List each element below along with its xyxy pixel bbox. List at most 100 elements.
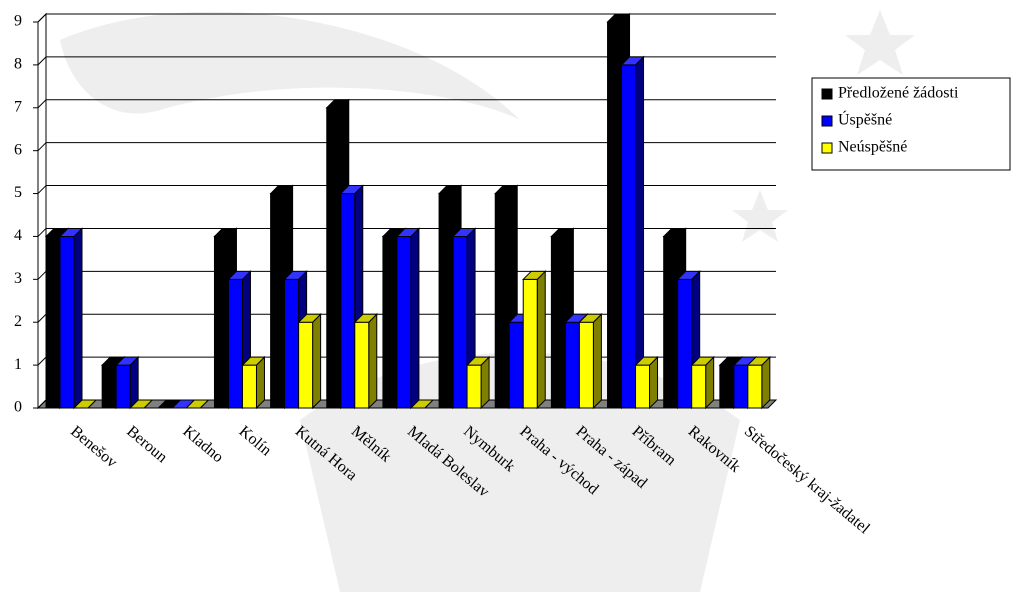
legend-box <box>811 77 1011 171</box>
bar-top <box>690 356 715 366</box>
bar-top <box>325 99 350 109</box>
bar <box>297 313 322 410</box>
bar-front <box>677 278 693 409</box>
bar <box>746 355 772 410</box>
bar <box>465 355 491 410</box>
bar-side <box>368 313 378 410</box>
bar-front <box>101 364 117 409</box>
bar <box>395 227 421 410</box>
bar <box>634 355 659 410</box>
bar <box>241 355 266 410</box>
bar-top <box>494 185 519 195</box>
legend-swatch <box>821 88 833 100</box>
bar-side <box>480 355 490 410</box>
x-tick-label: Kolín <box>236 423 275 459</box>
bar-top <box>58 227 84 237</box>
bar-front <box>45 235 61 409</box>
bar-top <box>550 227 575 237</box>
bar-top <box>634 356 659 366</box>
y-tick-label: 1 <box>14 356 22 373</box>
bar-side <box>705 355 715 410</box>
bar-front <box>382 235 398 409</box>
bar-front <box>241 364 257 409</box>
bar-front <box>438 193 454 409</box>
bar-side <box>312 313 322 410</box>
legend-label: Předložené žádosti <box>838 85 959 102</box>
x-tick-label: Kladno <box>179 423 226 466</box>
bar-top <box>606 13 631 23</box>
bar-front <box>719 364 735 409</box>
bar-front <box>340 193 356 409</box>
bar <box>58 227 84 410</box>
legend-swatch <box>821 115 833 127</box>
legend-label: Úspěšné <box>838 110 892 129</box>
bar-side <box>649 355 659 410</box>
bar-front <box>354 321 370 409</box>
bar-front <box>522 278 538 409</box>
grid-line <box>37 399 47 409</box>
bar-top <box>437 185 463 195</box>
bar <box>690 355 715 410</box>
bar <box>185 399 210 409</box>
y-tick-label: 9 <box>14 13 22 30</box>
bar-side <box>761 355 771 410</box>
bar <box>128 399 154 409</box>
bar-top <box>297 313 322 323</box>
x-tick-label: Benešov <box>67 423 120 471</box>
bar-front <box>733 364 749 409</box>
bar-front <box>466 364 482 409</box>
watermark <box>60 10 915 592</box>
bar-front <box>621 64 637 409</box>
bar-front <box>550 235 566 409</box>
bar-side <box>635 55 645 410</box>
y-tick-label: 7 <box>14 98 22 115</box>
bar-top <box>746 356 772 366</box>
bar <box>72 399 98 409</box>
bar-front <box>635 364 651 409</box>
bar-top <box>662 227 687 237</box>
bar-top <box>213 227 238 237</box>
y-tick-label: 5 <box>14 184 22 201</box>
grid-line <box>37 99 47 109</box>
bar-front <box>691 364 707 409</box>
bar-top <box>522 270 547 280</box>
y-tick-label: 3 <box>14 270 22 287</box>
bar-side <box>592 313 602 410</box>
bar <box>522 270 547 410</box>
bar-side <box>129 355 139 410</box>
bar-top <box>72 399 98 409</box>
bar-front <box>564 321 580 409</box>
grid-line <box>37 56 47 66</box>
bar-front <box>284 278 300 409</box>
bar-top <box>353 313 378 323</box>
bar <box>114 355 140 410</box>
bar-front <box>270 193 286 409</box>
bar-top <box>409 399 435 409</box>
y-tick-label: 6 <box>14 141 22 158</box>
bar-front <box>115 364 131 409</box>
bar-top <box>269 185 294 195</box>
grid-line <box>37 13 47 23</box>
y-tick-label: 0 <box>14 399 22 416</box>
bar-top <box>227 270 252 280</box>
bar <box>578 313 603 410</box>
bar-top <box>578 313 603 323</box>
bar-side <box>73 227 83 410</box>
bar-top <box>185 399 210 409</box>
grid-line <box>37 142 47 152</box>
bar-front <box>607 21 623 409</box>
y-tick-label: 2 <box>14 313 22 330</box>
x-tick-label: Beroun <box>123 423 170 466</box>
x-tick-label: Středočeský kraj-žadatel <box>741 423 873 538</box>
bar-front <box>298 321 314 409</box>
bar-top <box>128 399 154 409</box>
bar-front <box>59 235 75 409</box>
grid-line <box>37 313 47 323</box>
bar-top <box>395 227 421 237</box>
bar-front <box>326 107 342 409</box>
bar-front <box>213 235 229 409</box>
bar-side <box>410 227 420 410</box>
bar-front <box>578 321 594 409</box>
grid-line <box>37 185 47 194</box>
